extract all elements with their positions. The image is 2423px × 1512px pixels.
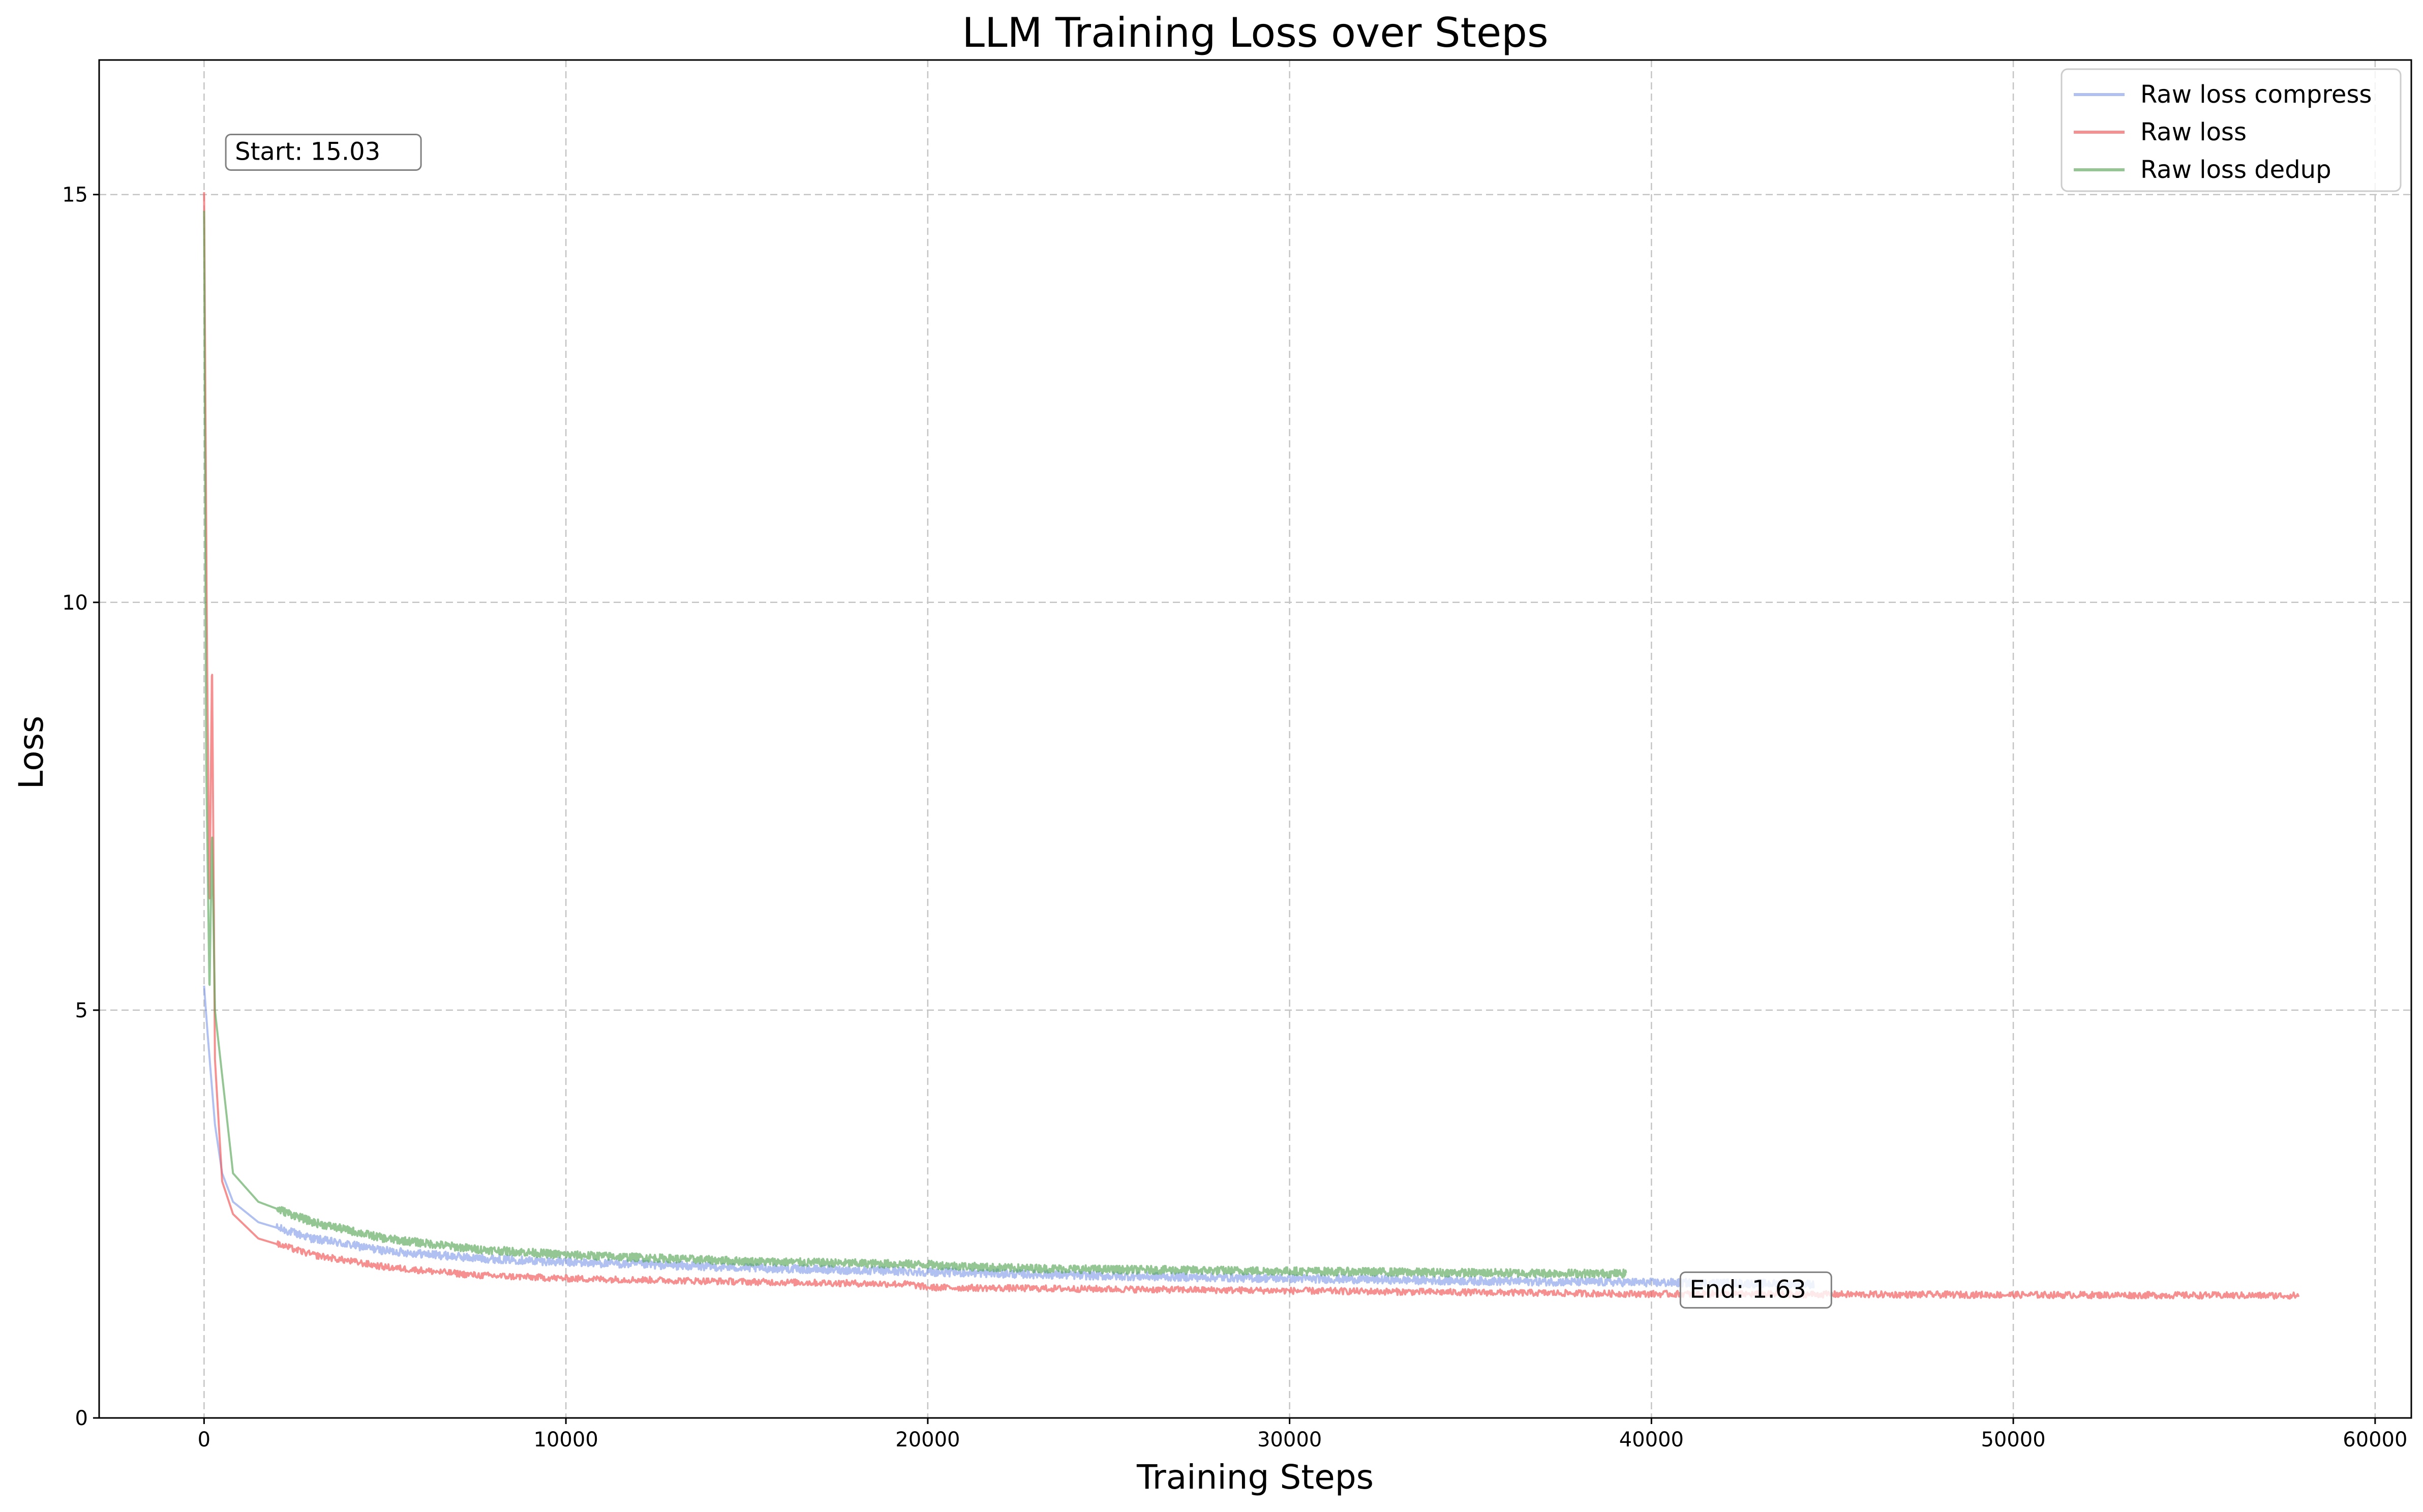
legend-label-0: Raw loss compress — [2140, 80, 2372, 109]
series-line-1 — [203, 192, 2300, 1300]
y-tick-label: 0 — [75, 1407, 88, 1430]
annotation-1: End: 1.63 — [1679, 1271, 1832, 1309]
series-lines — [203, 192, 2300, 1300]
chart-title: LLM Training Loss over Steps — [962, 9, 1548, 56]
legend-frame — [2061, 68, 2402, 192]
series-line-0 — [203, 985, 1815, 1289]
annotations: Start: 15.03 End: 1.63 — [225, 134, 1832, 1309]
legend: Raw loss compress Raw loss Raw loss dedup — [2061, 68, 2402, 192]
x-axis-label: Training Steps — [1136, 1458, 1374, 1497]
x-tick-label: 40000 — [1619, 1428, 1684, 1451]
legend-label-1: Raw loss — [2140, 118, 2247, 146]
y-tick-label: 15 — [62, 184, 88, 207]
annotation-box — [1679, 1271, 1832, 1309]
y-axis-label: Loss — [12, 716, 51, 790]
x-tick-label: 0 — [198, 1428, 210, 1451]
x-tick-label: 10000 — [534, 1428, 598, 1451]
y-tick-label: 5 — [75, 999, 88, 1022]
annotation-text: End: 1.63 — [1689, 1275, 1806, 1304]
x-tick-label: 50000 — [1981, 1428, 2045, 1451]
annotation-text: Start: 15.03 — [235, 138, 380, 166]
x-tick-label: 20000 — [895, 1428, 960, 1451]
y-tick-label: 10 — [62, 591, 88, 615]
legend-label-2: Raw loss dedup — [2140, 156, 2331, 184]
plot-frame — [98, 59, 2412, 1419]
y-axis-ticks: 0 5 10 15 — [62, 184, 99, 1430]
annotation-0: Start: 15.03 — [225, 134, 422, 171]
x-tick-label: 30000 — [1257, 1428, 1322, 1451]
x-tick-label: 60000 — [2343, 1428, 2407, 1451]
series-line-2 — [203, 210, 1627, 1279]
annotation-box — [225, 134, 422, 171]
x-axis-ticks: 0 10000 20000 30000 40000 50000 60000 — [198, 1418, 2407, 1451]
